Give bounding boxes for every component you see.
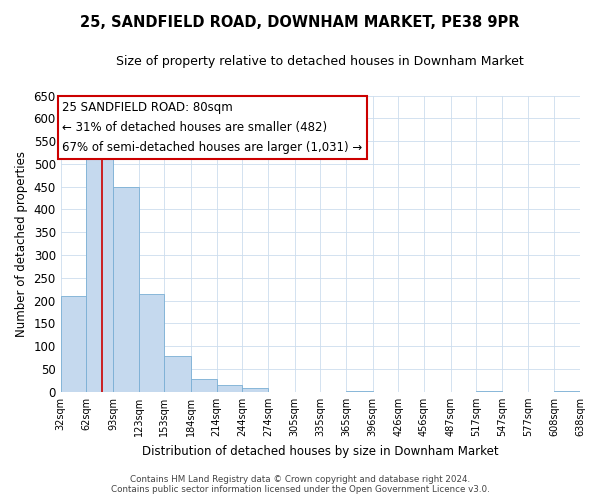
X-axis label: Distribution of detached houses by size in Downham Market: Distribution of detached houses by size … (142, 444, 499, 458)
Bar (217, 385, 242, 392)
Text: 25, SANDFIELD ROAD, DOWNHAM MARKET, PE38 9PR: 25, SANDFIELD ROAD, DOWNHAM MARKET, PE38… (80, 15, 520, 30)
Text: Contains HM Land Registry data © Crown copyright and database right 2024.
Contai: Contains HM Land Registry data © Crown c… (110, 474, 490, 494)
Bar (164, 356, 191, 392)
Bar (139, 294, 164, 392)
Text: 25 SANDFIELD ROAD: 80sqm
← 31% of detached houses are smaller (482)
67% of semi-: 25 SANDFIELD ROAD: 80sqm ← 31% of detach… (62, 101, 362, 154)
Bar (346, 391, 373, 392)
Y-axis label: Number of detached properties: Number of detached properties (15, 150, 28, 336)
Title: Size of property relative to detached houses in Downham Market: Size of property relative to detached ho… (116, 55, 524, 68)
Bar (61, 296, 86, 392)
Bar (242, 388, 268, 392)
Bar (191, 380, 217, 392)
Bar (113, 186, 139, 392)
Bar (86, 150, 113, 392)
